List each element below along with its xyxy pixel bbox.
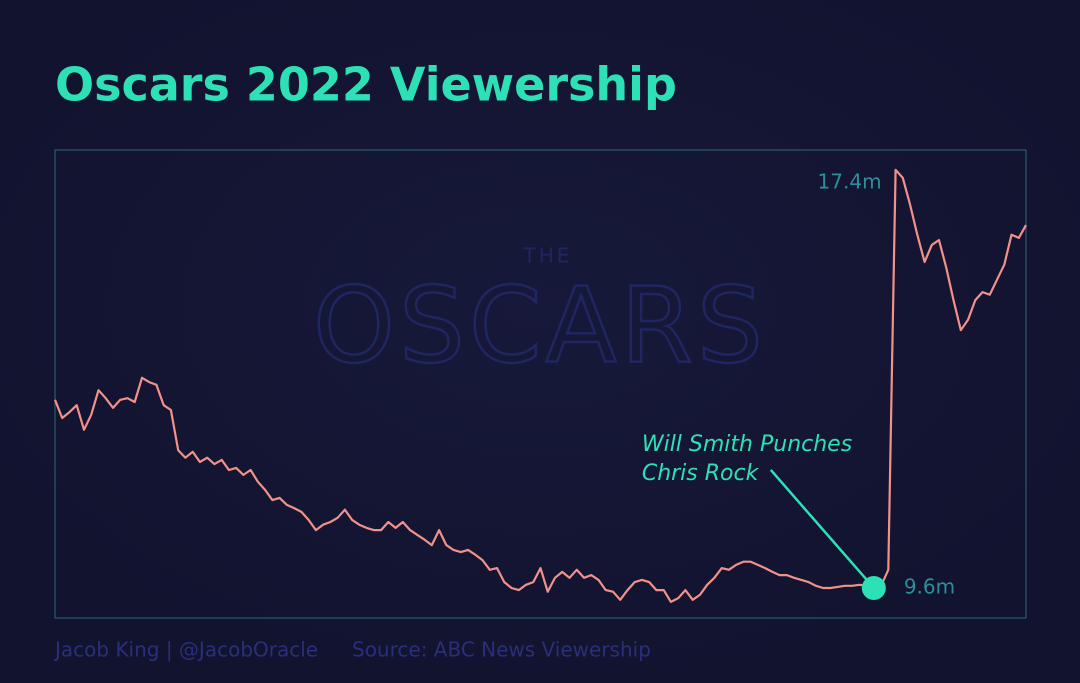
chart-title: Oscars 2022 Viewership (55, 58, 677, 112)
watermark-top: THE (523, 244, 573, 268)
annotation: Will Smith Punches (642, 432, 852, 457)
source: Source: ABC News Viewership (352, 638, 651, 662)
watermark-main: OSCARS (313, 264, 767, 386)
plot-frame (54, 149, 1027, 619)
annotation-leader (769, 469, 875, 589)
value-label: 17.4m (818, 169, 882, 193)
annotation: Chris Rock (642, 461, 760, 486)
credit: Jacob King | @JacobOracle (53, 638, 318, 662)
highlight-point (861, 575, 886, 600)
value-label: 9.6m (904, 574, 955, 598)
